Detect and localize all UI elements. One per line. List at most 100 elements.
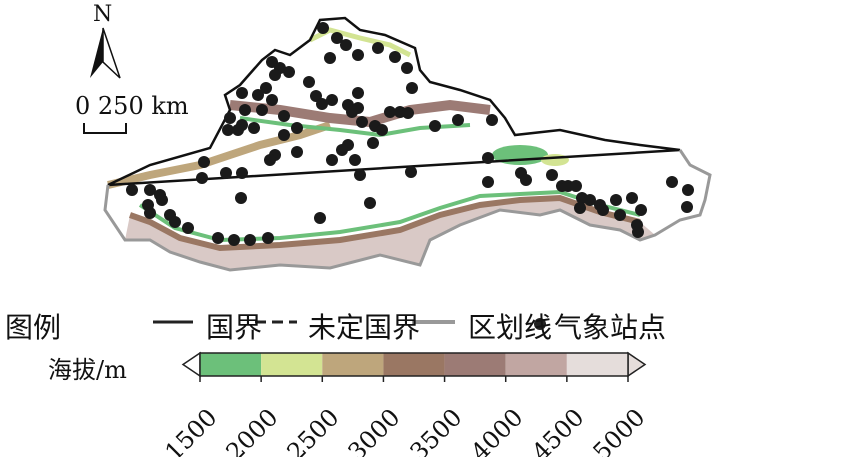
station-dot — [169, 216, 181, 228]
station-dot — [584, 194, 596, 206]
station-dot — [222, 124, 234, 136]
station-dot — [372, 42, 384, 54]
station-dot — [452, 114, 464, 126]
station-dot — [248, 122, 260, 134]
colorbar-segment — [444, 353, 506, 376]
station-dot — [324, 52, 336, 64]
station-dot — [352, 102, 364, 114]
station-dot — [364, 197, 376, 209]
legend-label-station: 气象站点 — [554, 311, 667, 344]
station-layer — [126, 22, 694, 246]
station-dot — [610, 194, 622, 206]
station-dot — [283, 66, 295, 78]
station-dot — [597, 204, 609, 216]
station-dot — [389, 51, 401, 63]
colorbar-label: 海拔/m — [48, 356, 127, 384]
station-dot — [316, 98, 328, 110]
colorbar-below-arrow — [181, 351, 201, 378]
station-dot — [340, 39, 352, 51]
legend-title: 图例 — [5, 311, 62, 344]
colorbar-above-arrow — [627, 351, 647, 378]
colorbar-segment — [322, 353, 384, 376]
legend-label-division: 区划线 — [468, 311, 553, 344]
colorbar-segment — [383, 353, 445, 376]
station-dot — [520, 174, 532, 186]
station-dot — [331, 32, 343, 44]
station-dot — [262, 232, 274, 244]
station-dot — [352, 49, 364, 61]
station-dot — [482, 152, 494, 164]
station-dot — [632, 226, 644, 238]
station-dot — [260, 82, 272, 94]
station-dot — [144, 184, 156, 196]
station-dot — [269, 69, 281, 81]
colorbar-segment — [200, 353, 262, 376]
station-dot — [681, 201, 693, 213]
station-dot — [291, 122, 303, 134]
station-dot — [235, 192, 247, 204]
station-dot — [406, 82, 418, 94]
station-dot — [570, 180, 582, 192]
station-dot — [266, 94, 278, 106]
station-dot — [356, 116, 368, 128]
station-dot — [239, 104, 251, 116]
station-dot — [486, 114, 498, 126]
station-dot — [635, 204, 647, 216]
station-dot — [291, 146, 303, 158]
legend-label-border: 国界 — [206, 311, 263, 344]
station-dot — [236, 87, 248, 99]
legend-dot-icon — [534, 318, 546, 330]
station-dot — [278, 129, 290, 141]
station-dot — [349, 154, 361, 166]
station-dot — [156, 194, 168, 206]
station-dot — [354, 169, 366, 181]
station-dot — [182, 222, 194, 234]
station-dot — [317, 22, 329, 34]
station-dot — [326, 154, 338, 166]
station-dot — [326, 94, 338, 106]
scale-bar — [83, 123, 127, 134]
station-dot — [224, 112, 236, 124]
station-dot — [198, 156, 210, 168]
station-dot — [376, 124, 388, 136]
station-dot — [252, 89, 264, 101]
station-dot — [666, 176, 678, 188]
station-dot — [256, 104, 268, 116]
station-dot — [626, 192, 638, 204]
station-dot — [212, 232, 224, 244]
station-dot — [144, 207, 156, 219]
colorbar-segment — [261, 353, 323, 376]
station-dot — [278, 110, 290, 122]
station-dot — [401, 62, 413, 74]
station-dot — [264, 154, 276, 166]
colorbar-segment — [566, 353, 628, 376]
station-dot — [405, 166, 417, 178]
station-dot — [352, 87, 364, 99]
station-dot — [384, 106, 396, 118]
north-arrow-icon — [90, 27, 121, 79]
station-dot — [236, 167, 248, 179]
station-dot — [574, 202, 586, 214]
station-dot — [228, 234, 240, 246]
station-dot — [314, 212, 326, 224]
station-dot — [429, 120, 441, 132]
station-dot — [303, 76, 315, 88]
colorbar — [181, 351, 647, 382]
region-map — [103, 16, 712, 272]
station-dot — [220, 167, 232, 179]
scale-label: 0 250 km — [75, 92, 189, 120]
station-dot — [367, 137, 379, 149]
station-dot — [546, 169, 558, 181]
legend-label-undetermined-border: 未定国界 — [308, 311, 421, 344]
colorbar-segment — [505, 353, 567, 376]
station-dot — [336, 144, 348, 156]
compass-label: N — [93, 2, 113, 27]
station-dot — [232, 124, 244, 136]
station-dot — [614, 209, 626, 221]
station-dot — [244, 234, 256, 246]
station-dot — [196, 172, 208, 184]
station-dot — [482, 176, 494, 188]
station-dot — [402, 107, 414, 119]
